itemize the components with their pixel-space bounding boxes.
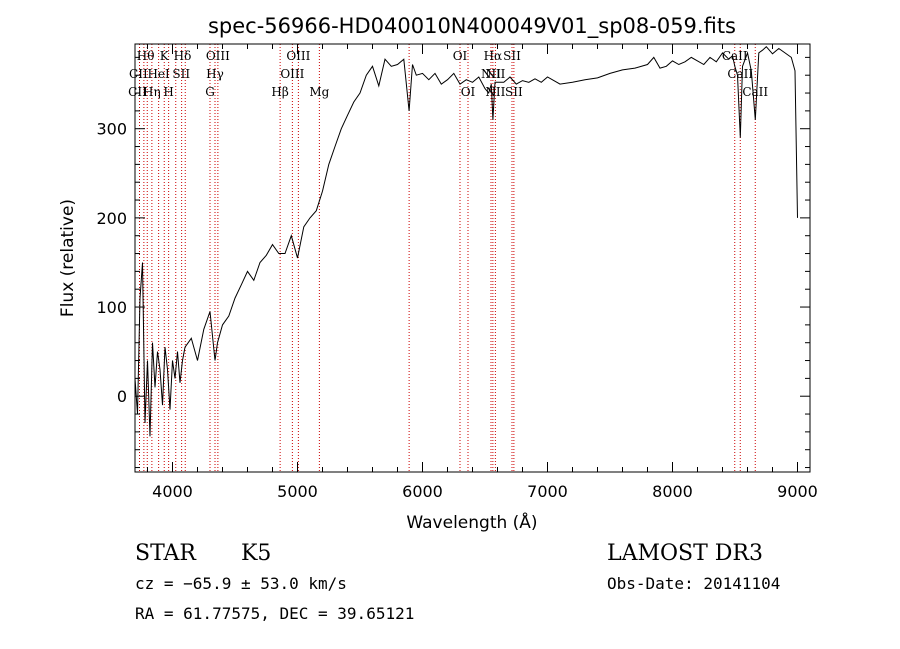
y-axis-ticks: 0 100 200 300 [96,56,810,469]
redshift-cz: cz = −65.9 ± 53.0 km/s [135,574,347,593]
line-label: K [160,49,170,63]
y-tick-label: 0 [117,387,127,406]
line-label: Hα [484,49,503,63]
y-tick-label: 200 [96,209,127,228]
x-axis-ticks: 4000 5000 6000 7000 8000 9000 [147,44,818,501]
line-label: G [205,85,215,99]
x-tick-label: 5000 [277,482,318,501]
x-axis-label: Wavelength (Å) [406,511,537,533]
line-label: NII [485,67,505,81]
object-class: STAR [135,541,197,566]
y-axis-label: Flux (relative) [58,199,78,317]
x-tick-label: 7000 [527,482,568,501]
line-label: Hβ [271,85,288,99]
x-tick-label: 8000 [652,482,693,501]
ra-dec: RA = 61.77575, DEC = 39.65121 [135,604,414,623]
line-label: NII [481,67,501,81]
line-label: CII [129,67,148,81]
line-label: Mg [309,85,329,99]
line-label: CaII [742,85,768,99]
line-label: CII [128,85,147,99]
y-tick-label: 300 [96,120,127,139]
y-tick-label: 100 [96,298,127,317]
line-label: SII [503,49,521,63]
line-label: Hθ [137,49,155,63]
survey-name: LAMOST DR3 [607,541,763,566]
line-label: SII [172,67,190,81]
line-label: Hδ [174,49,192,63]
line-label: Hγ [206,67,224,81]
line-label: HeI [147,67,170,81]
x-tick-label: 4000 [152,482,193,501]
line-label: SII [505,85,523,99]
line-label: OIII [280,67,304,81]
line-label: Hη [143,85,161,99]
spectral-line-markers [139,44,756,472]
spectrum-series-line [134,45,798,437]
line-label: H [163,85,173,99]
object-subclass: K5 [241,541,271,566]
plot-frame [134,43,811,473]
line-label: CaII [722,49,748,63]
line-label: OIII [286,49,310,63]
line-label: OI [461,85,476,99]
line-label: CaII [727,67,753,81]
observation-date: Obs-Date: 20141104 [607,574,780,593]
chart-title: spec-56966-HD040010N400049V01_sp08-059.f… [208,14,736,39]
x-tick-label: 9000 [777,482,818,501]
line-label: OIII [206,49,230,63]
line-label: OI [453,49,468,63]
x-tick-label: 6000 [402,482,443,501]
